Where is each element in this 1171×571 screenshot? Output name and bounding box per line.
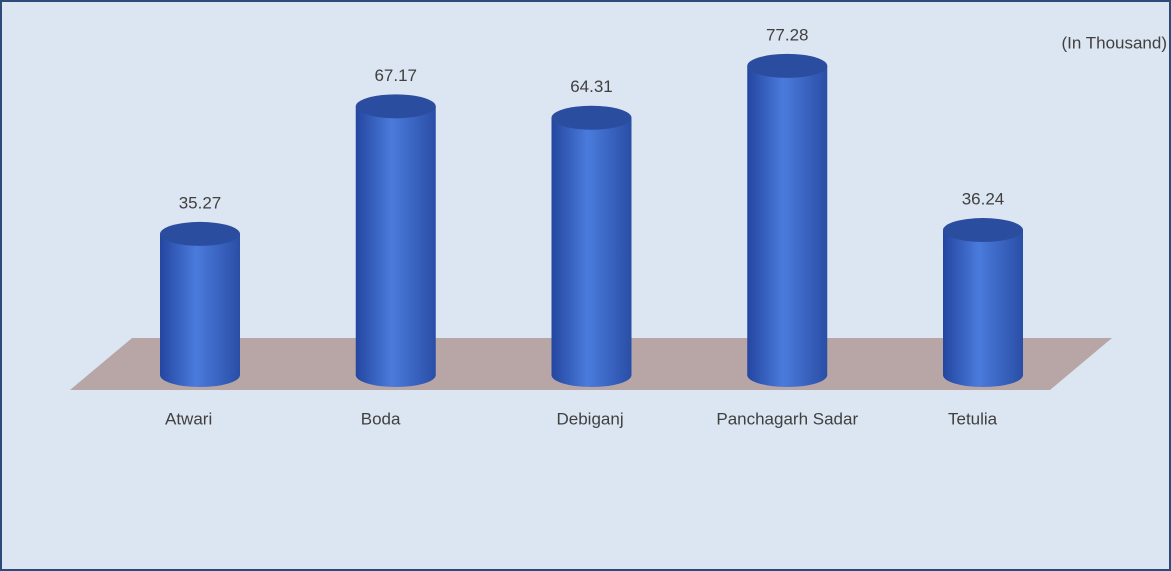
x-tick-label: Boda — [361, 409, 401, 428]
cylinder-top — [943, 218, 1023, 243]
data-label: 35.27 — [179, 193, 222, 212]
cylinder-body — [943, 230, 1023, 387]
x-tick-label: Panchagarh Sadar — [716, 409, 858, 428]
cylinder-body — [355, 106, 436, 387]
cylinder-top — [160, 221, 240, 246]
cylinder-body — [551, 117, 632, 387]
data-label: 64.31 — [570, 77, 613, 96]
x-tick-label: Debiganj — [557, 409, 624, 428]
data-label: 36.24 — [962, 190, 1005, 209]
data-label: 67.17 — [374, 66, 417, 85]
cylinder-top — [355, 94, 436, 119]
cylinder-body — [160, 233, 240, 387]
cylinder-body — [747, 65, 828, 387]
data-label: 77.28 — [766, 25, 809, 44]
cylinder-top — [551, 105, 632, 130]
x-tick-label: Tetulia — [948, 409, 998, 428]
cylinder-top — [747, 53, 828, 78]
chart-subtitle: (In Thousand) — [1061, 33, 1167, 52]
x-tick-label: Atwari — [165, 409, 212, 428]
